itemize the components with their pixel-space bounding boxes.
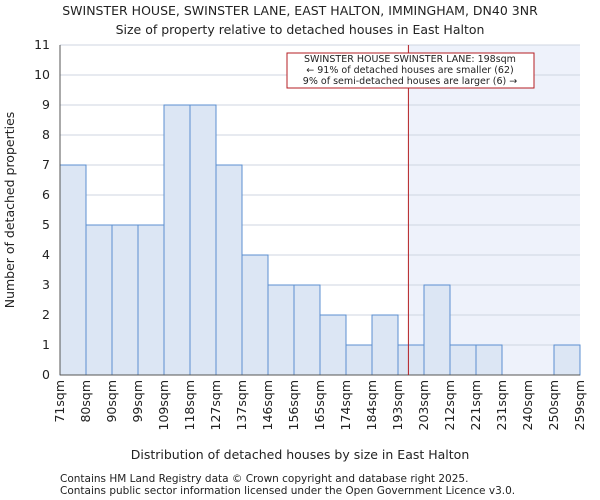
footer-line-1: Contains HM Land Registry data © Crown c… [60,473,468,485]
x-tick-label: 212sqm [442,380,457,430]
x-tick-label: 259sqm [572,380,587,430]
x-tick-label: 240sqm [520,380,535,430]
bar [345,344,373,376]
x-tick-label: 109sqm [156,380,171,430]
x-tick-label: 203sqm [416,380,431,430]
x-axis-label: Distribution of detached houses by size … [131,447,470,462]
x-tick-label: 118sqm [182,380,197,430]
x-tick-label: 156sqm [286,380,301,430]
y-tick-label: 5 [42,217,50,232]
x-tick-label: 71sqm [52,380,67,423]
bar [189,104,217,376]
y-tick-label: 9 [42,97,50,112]
bar [163,104,191,376]
y-axis-label: Number of detached properties [2,112,17,309]
bar [267,284,295,376]
annotation-line-2: ← 91% of detached houses are smaller (62… [306,65,513,76]
footer-line-2: Contains public sector information licen… [60,485,515,497]
x-tick-label: 99sqm [130,380,145,423]
x-tick-label: 250sqm [546,380,561,430]
y-tick-label: 4 [42,247,50,262]
bar [319,314,347,376]
bar [111,224,139,376]
bar [371,314,399,376]
x-tick-label: 146sqm [260,380,275,430]
plot-area: 0 1 2 3 4 5 6 7 8 9 10 11 71sqm 80sqm 90sqm 99sqm 109sqm… [34,37,587,430]
y-tick-label: 6 [42,187,50,202]
bar [397,344,425,376]
bar [423,284,451,376]
y-tick-label: 10 [34,67,50,82]
bar [293,284,321,376]
y-tick-label: 1 [42,337,50,352]
y-tick-label: 8 [42,127,50,142]
annotation-line-1: SWINSTER HOUSE SWINSTER LANE: 198sqm [304,54,516,65]
x-tick-label: 137sqm [234,380,249,430]
y-tick-label: 2 [42,307,50,322]
x-tick-label: 221sqm [468,380,483,430]
x-tick-label: 231sqm [494,380,509,430]
x-tick-label: 80sqm [78,380,93,423]
bar [449,344,477,376]
chart-subtitle: Size of property relative to detached ho… [116,22,485,37]
bar [553,344,581,376]
x-tick-label: 165sqm [312,380,327,430]
y-tick-label: 3 [42,277,50,292]
bar [475,344,503,376]
y-tick-label: 7 [42,157,50,172]
bar [59,164,87,376]
chart-title: SWINSTER HOUSE, SWINSTER LANE, EAST HALT… [62,3,538,18]
bar [215,164,243,376]
bar [85,224,113,376]
annotation-line-3: 9% of semi-detached houses are larger (6… [303,76,517,87]
x-tick-label: 184sqm [364,380,379,430]
x-tick-label: 127sqm [208,380,223,430]
bar [241,254,269,376]
bar [137,224,165,376]
annotation-box [286,52,535,89]
x-tick-label: 174sqm [338,380,353,430]
y-tick-label: 0 [42,367,50,382]
y-tick-label: 11 [34,37,50,52]
x-tick-label: 90sqm [104,380,119,423]
x-tick-label: 193sqm [390,380,405,430]
